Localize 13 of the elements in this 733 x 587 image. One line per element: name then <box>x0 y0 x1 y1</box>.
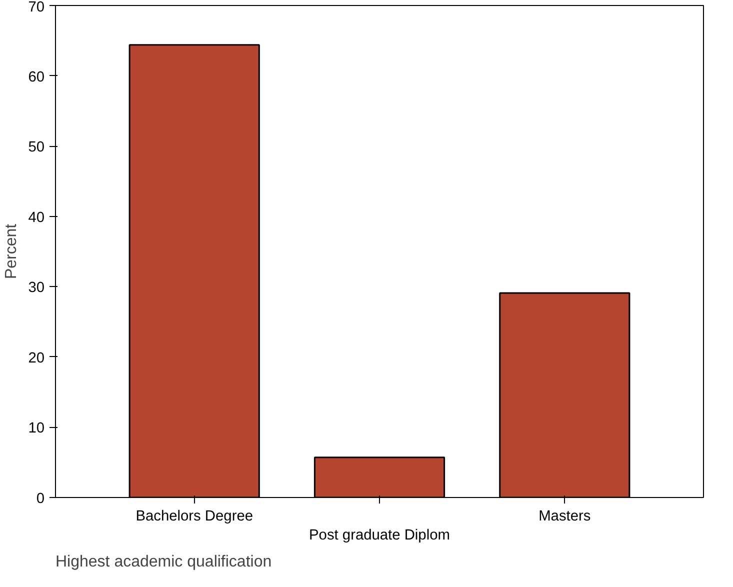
x-tick-label: Post graduate Diplom <box>309 528 450 544</box>
x-tick-label: Bachelors Degree <box>136 508 254 524</box>
text: Highest academic qualification <box>56 554 272 570</box>
x-tick-label: Masters <box>538 508 591 524</box>
y-tick-label: 20 <box>28 350 45 366</box>
y-axis-title: Percent <box>3 223 20 280</box>
y-tick-label: 60 <box>28 69 45 86</box>
y-tick-label: 50 <box>28 140 45 156</box>
y-tick-label: 10 <box>28 420 45 437</box>
y-tick-label: 30 <box>28 280 45 296</box>
y-tick-label: 40 <box>28 210 45 226</box>
y-tick-label: 0 <box>36 491 45 507</box>
y-tick-label: 70 <box>28 0 45 16</box>
